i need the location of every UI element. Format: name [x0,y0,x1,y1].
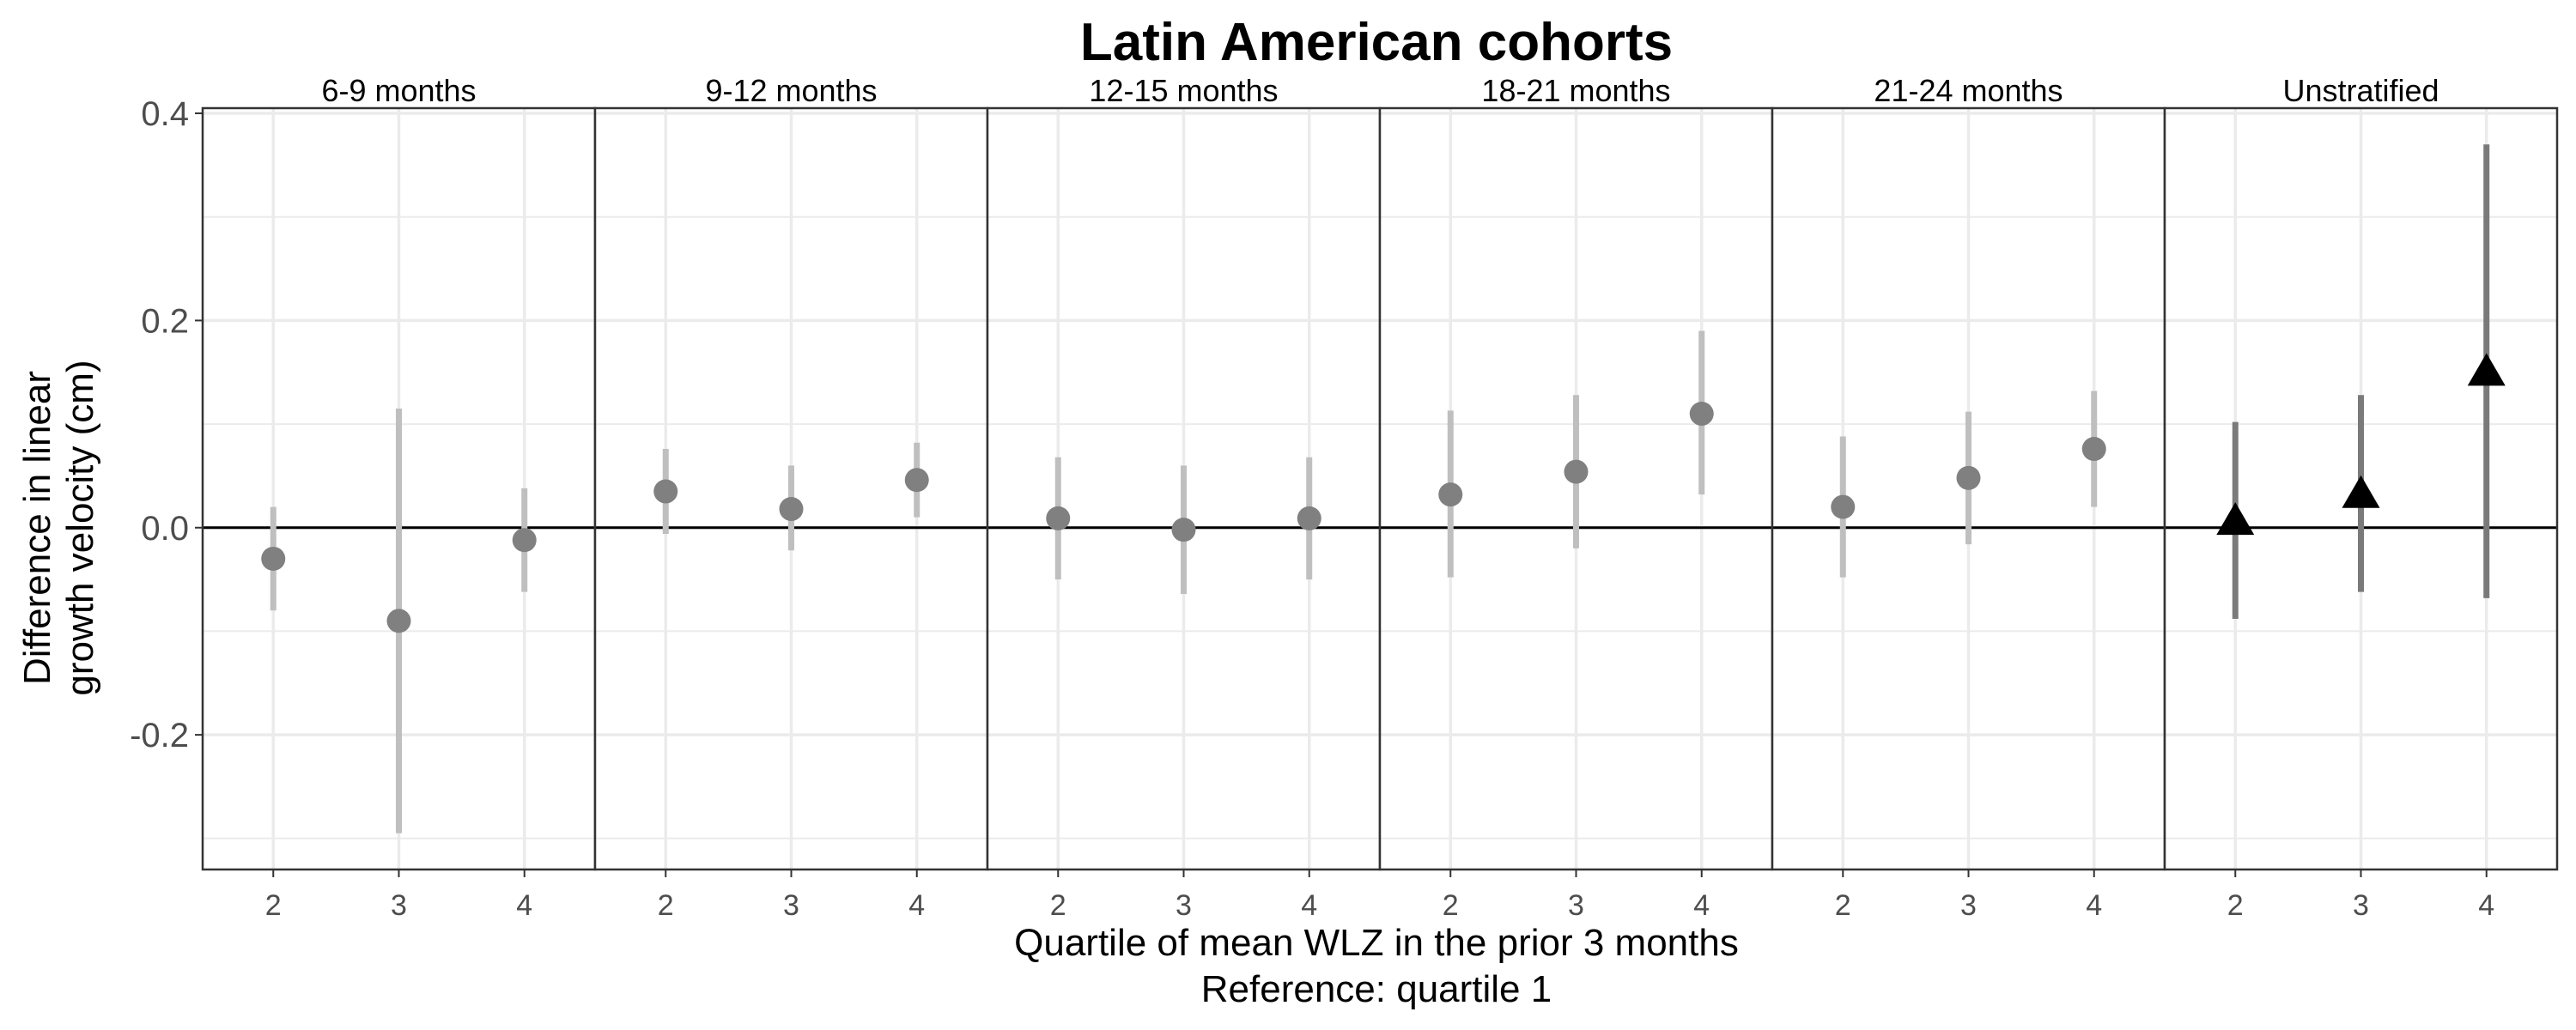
facet-label: 6-9 months [321,73,476,108]
y-tick-label: 0.4 [141,95,189,133]
point-estimate [261,546,286,571]
x-tick-label: 2 [1835,889,1851,922]
x-tick-label: 2 [265,889,282,922]
point-estimate [779,497,804,522]
facet-label: Unstratified [2282,73,2439,108]
point-estimate [386,609,411,633]
panel-12-15-months: 2 3 4 12-15 months [986,73,1382,922]
x-tick-label: 3 [1960,889,1977,922]
x-tick-label: 2 [658,889,674,922]
point-estimate [1171,518,1196,542]
x-tick-label: 3 [1568,889,1584,922]
y-tick-label: 0.0 [141,510,189,548]
x-tick-label: 3 [1176,889,1192,922]
y-axis-label-line-2: growth velocity (cm) [59,360,101,695]
x-tick-label: 4 [1693,889,1710,922]
panel-border [2163,106,2559,871]
chart-title: Latin American cohorts [1080,13,1673,72]
facet-label: 21-24 months [1874,73,2063,108]
x-tick-label: 4 [516,889,532,922]
x-tick-label: 4 [2478,889,2494,922]
point-estimate [1297,506,1321,530]
point-estimate [1831,494,1856,519]
point-estimate [2216,502,2255,536]
panel-6-9-months: 2 3 4 6-9 months [201,73,597,922]
x-axis-label-line-1: Quartile of mean WLZ in the prior 3 mont… [1014,922,1739,964]
facet-label: 18-21 months [1481,73,1670,108]
x-tick-label: 4 [2086,889,2102,922]
point-estimate [1689,402,1714,427]
x-tick-label: 3 [391,889,407,922]
point-estimate [2081,437,2106,462]
x-tick-label: 3 [783,889,799,922]
y-tick-label: -0.2 [130,717,189,754]
facet-label: 12-15 months [1089,73,1278,108]
x-tick-label: 4 [908,889,925,922]
point-estimate [1956,465,1981,490]
panel-9-12-months: 2 3 4 9-12 months [593,73,989,922]
point-estimate [904,468,929,493]
panel-18-21-months: 2 3 4 18-21 months [1378,73,1774,922]
facet-label: 9-12 months [705,73,877,108]
x-tick-label: 3 [2353,889,2369,922]
point-estimate [1438,482,1463,507]
point-estimate [2467,353,2506,386]
x-tick-label: 2 [1443,889,1459,922]
y-axis: 0.4 0.2 0.0 -0.2 [130,95,203,754]
y-axis-label-line-1: Difference in linear [16,371,58,685]
x-axis-label-line-2: Reference: quartile 1 [1201,968,1552,1010]
point-estimate [1046,506,1071,530]
x-tick-label: 4 [1301,889,1317,922]
point-estimate [2342,475,2380,508]
x-tick-label: 2 [2227,889,2244,922]
y-tick-label: 0.2 [141,302,189,340]
point-estimate [653,479,678,504]
point-estimate [512,528,537,553]
point-estimate [1564,459,1589,484]
panel-unstratified: 2 3 4 Unstratified [2163,73,2559,922]
facet-panels: 2 3 4 6-9 months 2 3 4 9-12 months 2 3 4 12-15 mont… [201,73,2559,922]
x-tick-label: 2 [1050,889,1066,922]
panel-21-24-months: 2 3 4 21-24 months [1771,73,2166,922]
